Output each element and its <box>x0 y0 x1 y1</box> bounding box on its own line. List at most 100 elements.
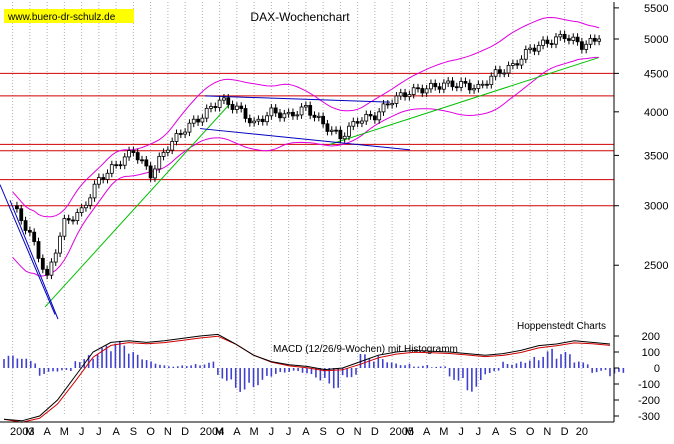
candle-body <box>338 129 343 140</box>
candle-body <box>71 219 75 222</box>
candle-body <box>79 207 84 213</box>
candle-body <box>75 212 80 222</box>
x-tick-label: A <box>492 426 500 438</box>
candle-body <box>467 82 472 91</box>
candle-body <box>101 177 106 180</box>
x-tick-label: M <box>250 426 259 438</box>
candle-body <box>118 164 123 167</box>
candle-body <box>493 69 498 77</box>
candle-body <box>334 129 338 132</box>
candle-body <box>579 41 584 50</box>
macd-title: MACD (12/26/9-Wochen) mit Histogramm <box>273 344 458 355</box>
candle-body <box>40 257 45 270</box>
candle-body <box>308 105 313 116</box>
x-tick-label: M <box>405 426 414 438</box>
candle-body <box>209 106 213 109</box>
x-tick-label: 2003 <box>10 426 34 438</box>
candle-body <box>96 177 101 185</box>
candle-body <box>562 33 567 40</box>
bollinger-lower <box>12 56 600 277</box>
bollinger-bands <box>12 16 600 277</box>
candle-body <box>416 87 420 90</box>
price-tick-label: 5000 <box>644 34 668 46</box>
candle-body <box>351 121 356 127</box>
candle-body <box>282 113 287 119</box>
watermark-background <box>4 9 134 23</box>
candle-body <box>429 82 433 90</box>
candle-body <box>84 204 88 209</box>
candle-body <box>265 115 269 123</box>
bollinger-upper <box>12 16 600 218</box>
candle-body <box>299 106 304 116</box>
candle-body <box>88 197 93 206</box>
candle-body <box>191 118 196 124</box>
candle-body <box>441 82 446 90</box>
candle-body <box>62 218 67 237</box>
candle-body <box>424 88 429 94</box>
candle-body <box>312 114 317 118</box>
candle-body <box>342 135 347 140</box>
candle-body <box>597 38 602 42</box>
candle-body <box>523 49 528 60</box>
candle-body <box>278 112 282 119</box>
x-tick-label: A <box>112 426 120 438</box>
candle-body <box>273 107 278 114</box>
candle-body <box>32 231 37 242</box>
candle-body <box>109 164 114 174</box>
candle-body <box>347 125 351 137</box>
x-tick-label: N <box>164 426 172 438</box>
candle-body <box>135 152 140 161</box>
price-tick-label: 4000 <box>644 107 668 119</box>
macd-panel <box>3 333 625 423</box>
trend-line-blue-top <box>204 95 391 103</box>
vertical-grid <box>12 2 583 416</box>
x-tick-label: N <box>543 426 551 438</box>
candle-body <box>381 103 386 113</box>
price-tick-label: 3500 <box>644 150 668 162</box>
x-tick-label: D <box>371 426 379 438</box>
candle-body <box>463 81 468 84</box>
candle-body <box>588 37 593 45</box>
candle-body <box>66 218 71 221</box>
candle-body <box>407 94 412 98</box>
x-tick-label: M <box>25 426 34 438</box>
candle-body <box>303 105 308 108</box>
candle-body <box>485 83 489 86</box>
candle-body <box>27 230 32 233</box>
candle-body <box>489 75 494 86</box>
candle-body <box>510 63 515 66</box>
trend-line-blue-down-1 <box>0 184 56 315</box>
candle-body <box>45 268 50 276</box>
x-tick-label: A <box>43 426 51 438</box>
candle-body <box>584 43 589 50</box>
candle-body <box>58 235 62 254</box>
candle-body <box>536 44 541 52</box>
candle-body <box>243 108 248 119</box>
candle-body <box>554 36 558 45</box>
x-tick-label: 2005 <box>390 426 414 438</box>
x-tick-label: J <box>476 426 482 438</box>
x-tick-label: A <box>233 426 241 438</box>
candle-body <box>355 121 360 124</box>
candle-body <box>459 81 464 88</box>
candle-body <box>411 87 416 95</box>
candle-body <box>360 120 364 124</box>
x-tick-label: J <box>458 426 464 438</box>
price-tick-label: 5500 <box>644 3 668 15</box>
candle-body <box>437 86 442 90</box>
candle-body <box>403 92 407 98</box>
candle-body <box>36 241 41 259</box>
candle-body <box>217 99 222 109</box>
candle-body <box>157 156 162 170</box>
candle-body <box>140 159 144 162</box>
x-tick-label: A <box>423 426 431 438</box>
x-tick-label: J <box>269 426 275 438</box>
x-tick-label: D <box>181 426 189 438</box>
candle-body <box>200 117 205 123</box>
candle-body <box>558 33 563 38</box>
candle-body <box>226 97 231 105</box>
macd-tick-label: 200 <box>642 331 660 343</box>
candle-body <box>476 83 481 89</box>
macd-line <box>3 333 611 422</box>
